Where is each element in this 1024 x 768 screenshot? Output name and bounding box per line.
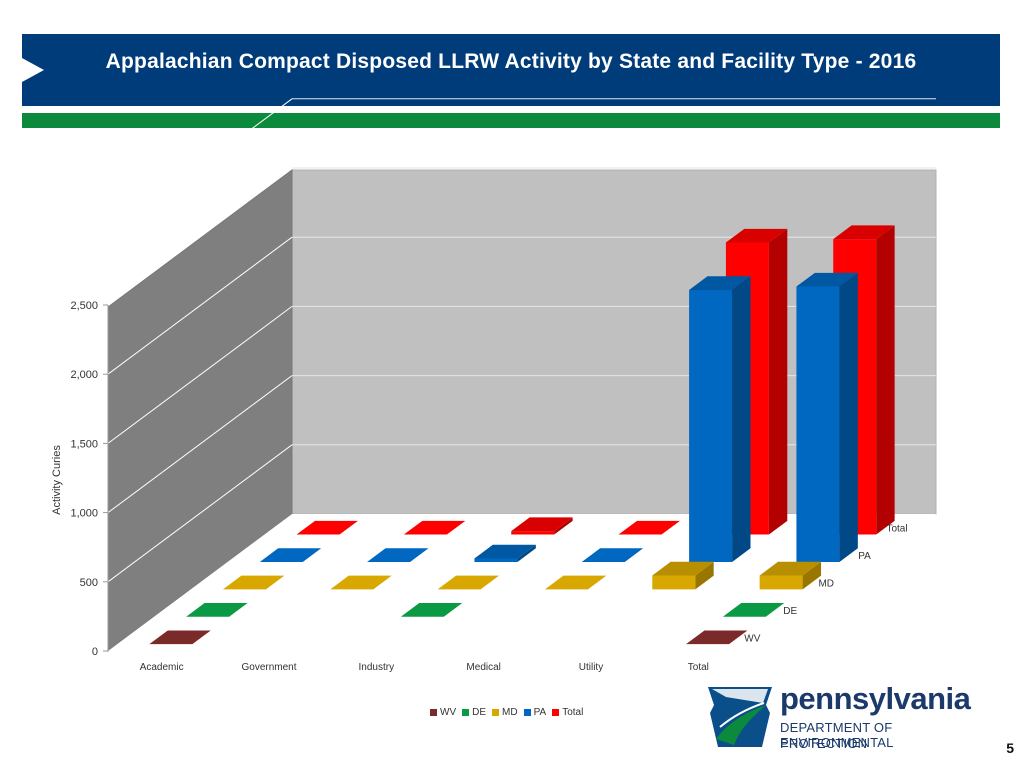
gridline-side xyxy=(107,98,293,237)
legend-label: DE xyxy=(472,707,487,718)
y-tick-label: 0 xyxy=(92,646,98,658)
series-depth-label: DE xyxy=(783,606,797,617)
bar-pa-government xyxy=(367,548,429,562)
bar-wv-academic xyxy=(149,630,211,645)
legend-item-total: Total xyxy=(552,707,583,718)
logo-wordmark: pennsylvania xyxy=(780,681,971,716)
pennsylvania-dep-logo: pennsylvania DEPARTMENT OF ENVIRONMENTAL… xyxy=(706,681,1006,753)
gridline-side xyxy=(107,444,293,583)
series-depth-label: WV xyxy=(744,633,760,644)
y-tick-label: 2,000 xyxy=(70,369,98,381)
bar-total-medical xyxy=(618,520,680,535)
bar-pa-industry xyxy=(474,544,536,562)
green-accent-bar xyxy=(22,113,1000,128)
chart-legend: WV DE MD PA Total xyxy=(430,707,589,718)
legend-swatch xyxy=(430,709,437,716)
slide-title: Appalachian Compact Disposed LLRW Activi… xyxy=(105,50,917,73)
legend-label: WV xyxy=(440,707,457,718)
legend-item-de: DE xyxy=(462,707,486,718)
gridline-side xyxy=(107,375,293,514)
bar-total-industry xyxy=(511,517,573,535)
x-tick-label: Total xyxy=(688,662,709,673)
y-tick-label: 2,500 xyxy=(70,300,98,312)
bar-md-utility xyxy=(652,561,714,590)
page-number: 5 xyxy=(1006,740,1014,756)
keystone-logo-icon xyxy=(708,687,772,747)
bar-md-academic xyxy=(222,575,285,590)
y-axis-title: Activity Curies xyxy=(51,445,63,515)
bar-de-total xyxy=(722,603,785,617)
bar-total-academic xyxy=(296,520,358,535)
x-tick-label: Utility xyxy=(579,662,603,673)
x-tick-label: Academic xyxy=(140,662,184,673)
y-tick-label: 500 xyxy=(80,577,98,589)
x-tick-label: Government xyxy=(241,662,296,673)
legend-swatch xyxy=(462,709,470,716)
bar-md-industry xyxy=(437,575,500,590)
legend-swatch xyxy=(552,709,560,716)
legend-item-md: MD xyxy=(492,707,518,718)
title-bar: Appalachian Compact Disposed LLRW Activi… xyxy=(22,34,1000,106)
legend-item-wv: WV xyxy=(430,707,456,718)
legend-swatch xyxy=(492,709,500,716)
bar-pa-medical xyxy=(581,548,644,562)
gridline-side xyxy=(107,236,293,375)
bar-pa-total xyxy=(796,272,858,562)
series-depth-label: PA xyxy=(858,551,871,562)
y-tick-label: 1,500 xyxy=(70,438,98,450)
legend-label: MD xyxy=(502,707,518,718)
gridline-side xyxy=(107,305,293,444)
legend-swatch xyxy=(523,709,531,716)
bar-total-government xyxy=(403,520,466,535)
series-depth-label: Total xyxy=(886,524,907,535)
legend-label: PA xyxy=(533,707,547,718)
legend-item-pa: PA xyxy=(523,707,547,718)
bar-pa-utility xyxy=(689,276,751,562)
logo-line-1: DEPARTMENT OF ENVIRONMENTAL xyxy=(780,720,894,750)
logo-line-2: PROTECTION xyxy=(780,736,868,751)
bar-de-academic xyxy=(186,603,248,617)
bar-md-medical xyxy=(544,575,607,590)
y-tick-label: 1,000 xyxy=(70,508,98,520)
bar-de-industry xyxy=(400,603,463,617)
bar-pa-academic xyxy=(259,548,322,562)
bar-md-government xyxy=(330,575,392,590)
series-depth-label: MD xyxy=(818,579,834,590)
bar-wv-total xyxy=(686,630,748,645)
x-tick-label: Industry xyxy=(359,662,395,673)
gridline-side xyxy=(107,167,293,306)
title-arrow-icon xyxy=(22,58,44,82)
bar-md-total xyxy=(759,561,822,590)
legend-label: Total xyxy=(562,707,584,718)
x-tick-label: Medical xyxy=(466,662,500,673)
